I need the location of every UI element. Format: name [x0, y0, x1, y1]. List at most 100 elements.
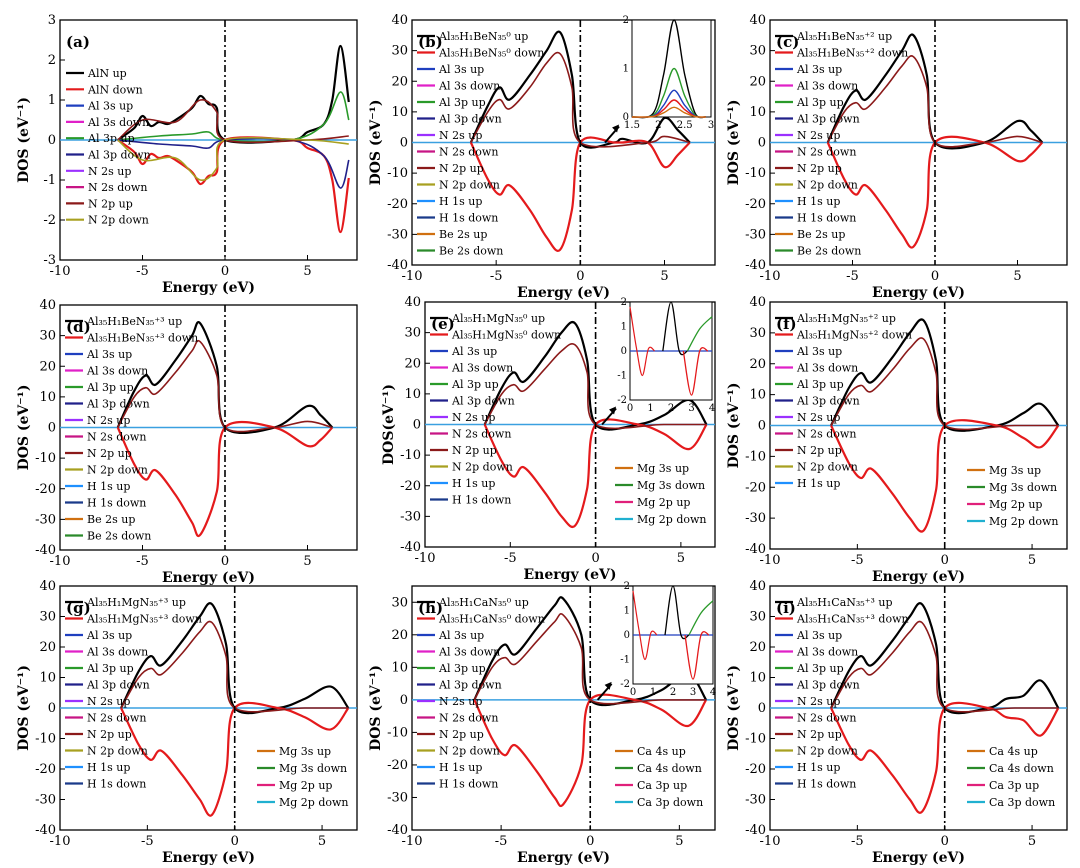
inset-y-tick-label: 0	[621, 346, 627, 357]
dos-curve	[116, 321, 334, 435]
legend-entry: H 1s up	[797, 761, 840, 774]
dos-curve	[469, 136, 691, 252]
inset-plot: 0 1 2 3 4 -2 -1 0 1 2	[620, 581, 716, 698]
legend-entry: Be 2s up	[87, 513, 135, 526]
y-tick-label: -40	[387, 823, 408, 838]
y-tick-label: -20	[387, 197, 408, 212]
legend-entry: Al₃₅H₁BeN₃₅⁺³ up	[86, 315, 182, 328]
y-tick-label: 2	[48, 53, 56, 68]
dos-curve	[830, 318, 1060, 432]
zoom-arrowhead	[612, 124, 620, 133]
dos-curve	[830, 602, 1060, 715]
x-tick-label: 5	[675, 834, 683, 849]
y-tick-label: 40	[749, 295, 766, 310]
legend-entry: N 2p up	[797, 162, 842, 175]
inset-y-tick-label: 0	[624, 630, 630, 641]
y-tick-label: -30	[387, 227, 408, 242]
inset-x-tick-label: 3	[688, 403, 694, 414]
legend-entry: N 2s down	[797, 146, 856, 159]
x-axis-label: Energy (eV)	[872, 569, 965, 585]
legend-entry: N 2s down	[452, 428, 511, 441]
inset-y-tick-label: 1	[624, 606, 630, 617]
x-tick-label: 5	[318, 834, 326, 849]
x-tick-label: -5	[846, 269, 859, 284]
legend-entry: N 2s up	[439, 695, 482, 708]
inset-x-tick-label: 1	[650, 687, 656, 698]
legend-entry: Al₃₅H₁BeN₃₅⁺² up	[796, 30, 892, 43]
y-tick-label: 30	[749, 326, 766, 341]
y-tick-label: 40	[749, 579, 766, 594]
legend-entry: Al₃₅H₁BeN₃₅⁺² down	[796, 47, 908, 60]
legend-entry: Al 3p up	[796, 378, 844, 391]
y-tick-label: 1	[48, 93, 56, 108]
legend-entry: H 1s up	[797, 477, 840, 490]
y-tick-label: -10	[745, 166, 766, 181]
legend-entry: Ca 3p down	[637, 796, 703, 809]
inset-x-tick-label: 4	[709, 403, 715, 414]
legend-entry: N 2s down	[88, 181, 147, 194]
legend-entry: Al 3s down	[451, 362, 513, 375]
y-tick-label: -10	[745, 732, 766, 747]
y-tick-label: 20	[749, 357, 766, 372]
legend-entry: Al 3s down	[86, 365, 148, 378]
dos-curve	[483, 418, 708, 528]
y-tick-label: 10	[404, 387, 421, 402]
y-tick-label: 0	[413, 418, 421, 433]
x-tick-label: -10	[402, 269, 423, 284]
legend-entry: Mg 3s down	[279, 762, 347, 775]
legend-entry: Al 3s up	[438, 63, 484, 76]
y-tick-label: -40	[35, 543, 56, 558]
x-axis-label: Energy (eV)	[524, 567, 617, 583]
y-tick-label: 10	[749, 105, 766, 120]
x-tick-label: 5	[1013, 269, 1021, 284]
panel-label: (g)	[66, 599, 91, 617]
legend-entry: Al 3s down	[796, 80, 858, 93]
legend-entry: H 1s up	[87, 761, 130, 774]
inset-y-tick-label: 1	[621, 322, 627, 333]
dos-curve	[830, 620, 1059, 713]
y-tick-label: 3	[48, 13, 56, 28]
panel-label: (i)	[776, 599, 796, 617]
y-tick-label: 30	[39, 329, 56, 344]
legend-entry: H 1s down	[439, 778, 498, 791]
y-axis-label: DOS (eV⁻¹)	[368, 100, 384, 186]
dos-curve	[826, 135, 1044, 249]
x-axis-label: Energy (eV)	[162, 280, 255, 296]
inset-curve	[632, 590, 658, 661]
y-tick-label: -20	[745, 762, 766, 777]
y-tick-label: -2	[43, 213, 56, 228]
legend-entry: Al 3s up	[796, 63, 842, 76]
y-tick-label: -10	[745, 449, 766, 464]
legend-entry: Al 3p down	[438, 679, 502, 692]
legend-entry: N 2p up	[452, 444, 497, 457]
legend-entry: Al₃₅H₁MgN₃₅⁺² up	[796, 312, 896, 325]
zoom-arrowhead	[609, 406, 617, 415]
legend-entry: H 1s down	[87, 497, 146, 510]
y-tick-label: 10	[391, 660, 408, 675]
legend-entry: N 2s up	[439, 129, 482, 142]
legend-entry: Al₃₅H₁CaN₃₅⁰ down	[438, 613, 545, 626]
dos-curve	[830, 337, 1059, 431]
legend-entry: Al 3s down	[796, 646, 858, 659]
inset-x-tick-label: 2	[668, 403, 674, 414]
x-tick-label: -10	[760, 269, 781, 284]
panel-label: (f)	[776, 315, 797, 333]
dos-panel: -10 -5 0 5 -40 -30 -20 -10 0 10 20 30 40 Energy (eV) D…	[726, 295, 1068, 585]
dos-curve	[473, 693, 708, 808]
inset-x-tick-label: 1	[647, 403, 653, 414]
legend-entry: Be 2s up	[439, 228, 487, 241]
dos-curve	[830, 419, 1060, 533]
x-tick-label: -5	[495, 834, 508, 849]
legend-entry: Al₃₅H₁CaN₃₅⁺³ down	[796, 613, 909, 626]
x-tick-label: -5	[136, 554, 149, 569]
legend-entry: Al₃₅H₁MgN₃₅⁺³ up	[86, 596, 186, 609]
legend-entry: Al 3p up	[796, 662, 844, 675]
legend-entry: N 2p down	[797, 745, 858, 758]
x-tick-label: 0	[231, 834, 239, 849]
inset-x-tick-label: 3	[690, 687, 696, 698]
legend-entry: Be 2s down	[797, 245, 861, 258]
legend-entry: Ca 3p down	[989, 796, 1055, 809]
legend-entry: Ca 4s down	[989, 762, 1054, 775]
y-tick-label: 20	[749, 74, 766, 89]
